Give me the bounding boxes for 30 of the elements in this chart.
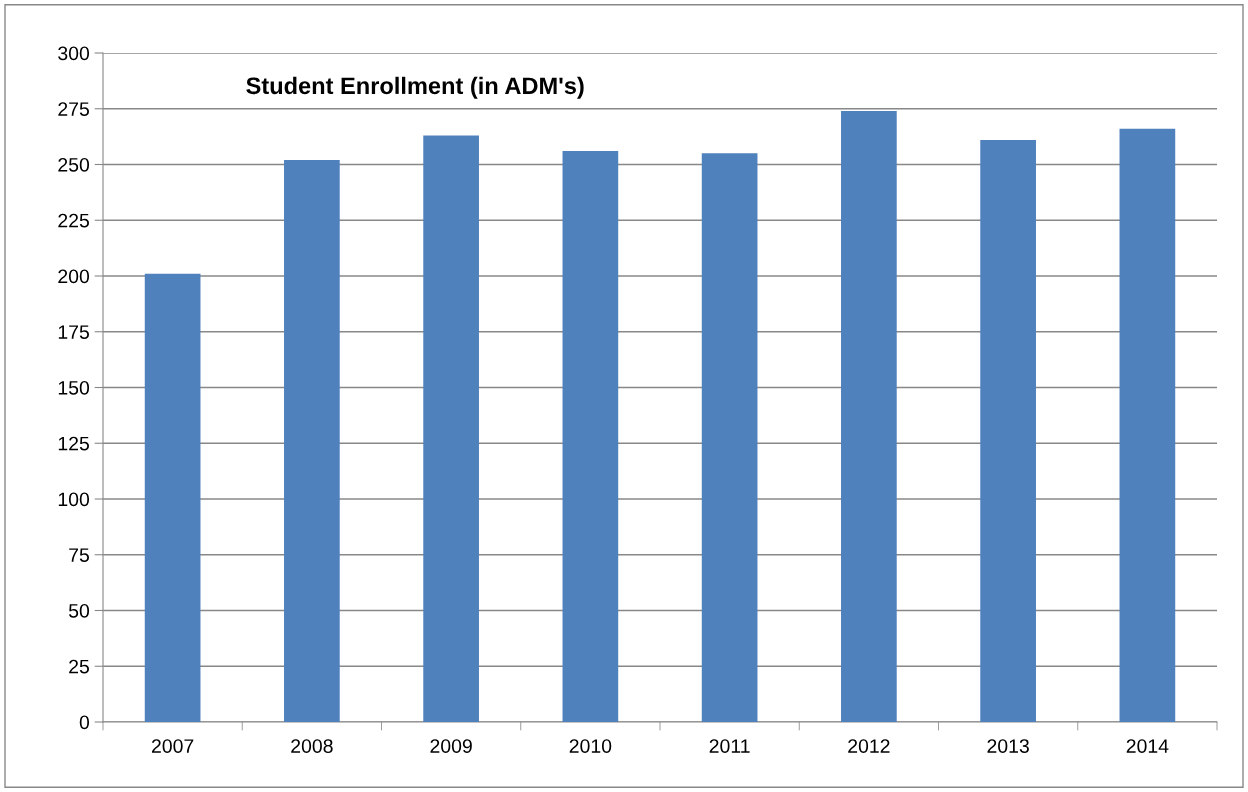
bar (284, 160, 340, 722)
bar (841, 110, 897, 722)
text: Student Enrollment (in ADM's) (246, 76, 584, 99)
x-tick-label: 2011 (709, 739, 750, 753)
y-tick-label: 250 (58, 157, 90, 172)
bar (144, 273, 201, 722)
x-tick-label: 2007 (151, 739, 194, 753)
y-tick-label: 50 (68, 603, 90, 618)
x-tick-label: 2014 (1126, 739, 1169, 753)
bar (980, 139, 1036, 722)
y-tick-label: 0 (79, 715, 90, 730)
y-tick-label: 200 (58, 269, 90, 284)
x-tick-label: 2008 (291, 739, 333, 753)
y-tick-label: 125 (58, 436, 89, 451)
y-tick-label: 75 (69, 548, 89, 562)
y-tick-label: 150 (58, 380, 90, 395)
y-tick-label: 275 (58, 102, 89, 116)
y-tick-label: 175 (58, 325, 89, 339)
y-tick-label: 225 (58, 213, 89, 228)
y-tick-label: 100 (58, 492, 90, 507)
x-tick-label: 2009 (430, 739, 472, 753)
y-tick-label: 300 (58, 46, 90, 61)
bar (562, 151, 619, 722)
y-tick-label: 25 (69, 659, 89, 674)
bar (423, 135, 479, 722)
x-tick-label: 2012 (848, 739, 890, 753)
x-tick-label: 2013 (987, 739, 1029, 753)
x-tick-label: 2010 (569, 739, 612, 753)
bar (1119, 128, 1176, 722)
bar (701, 153, 758, 722)
